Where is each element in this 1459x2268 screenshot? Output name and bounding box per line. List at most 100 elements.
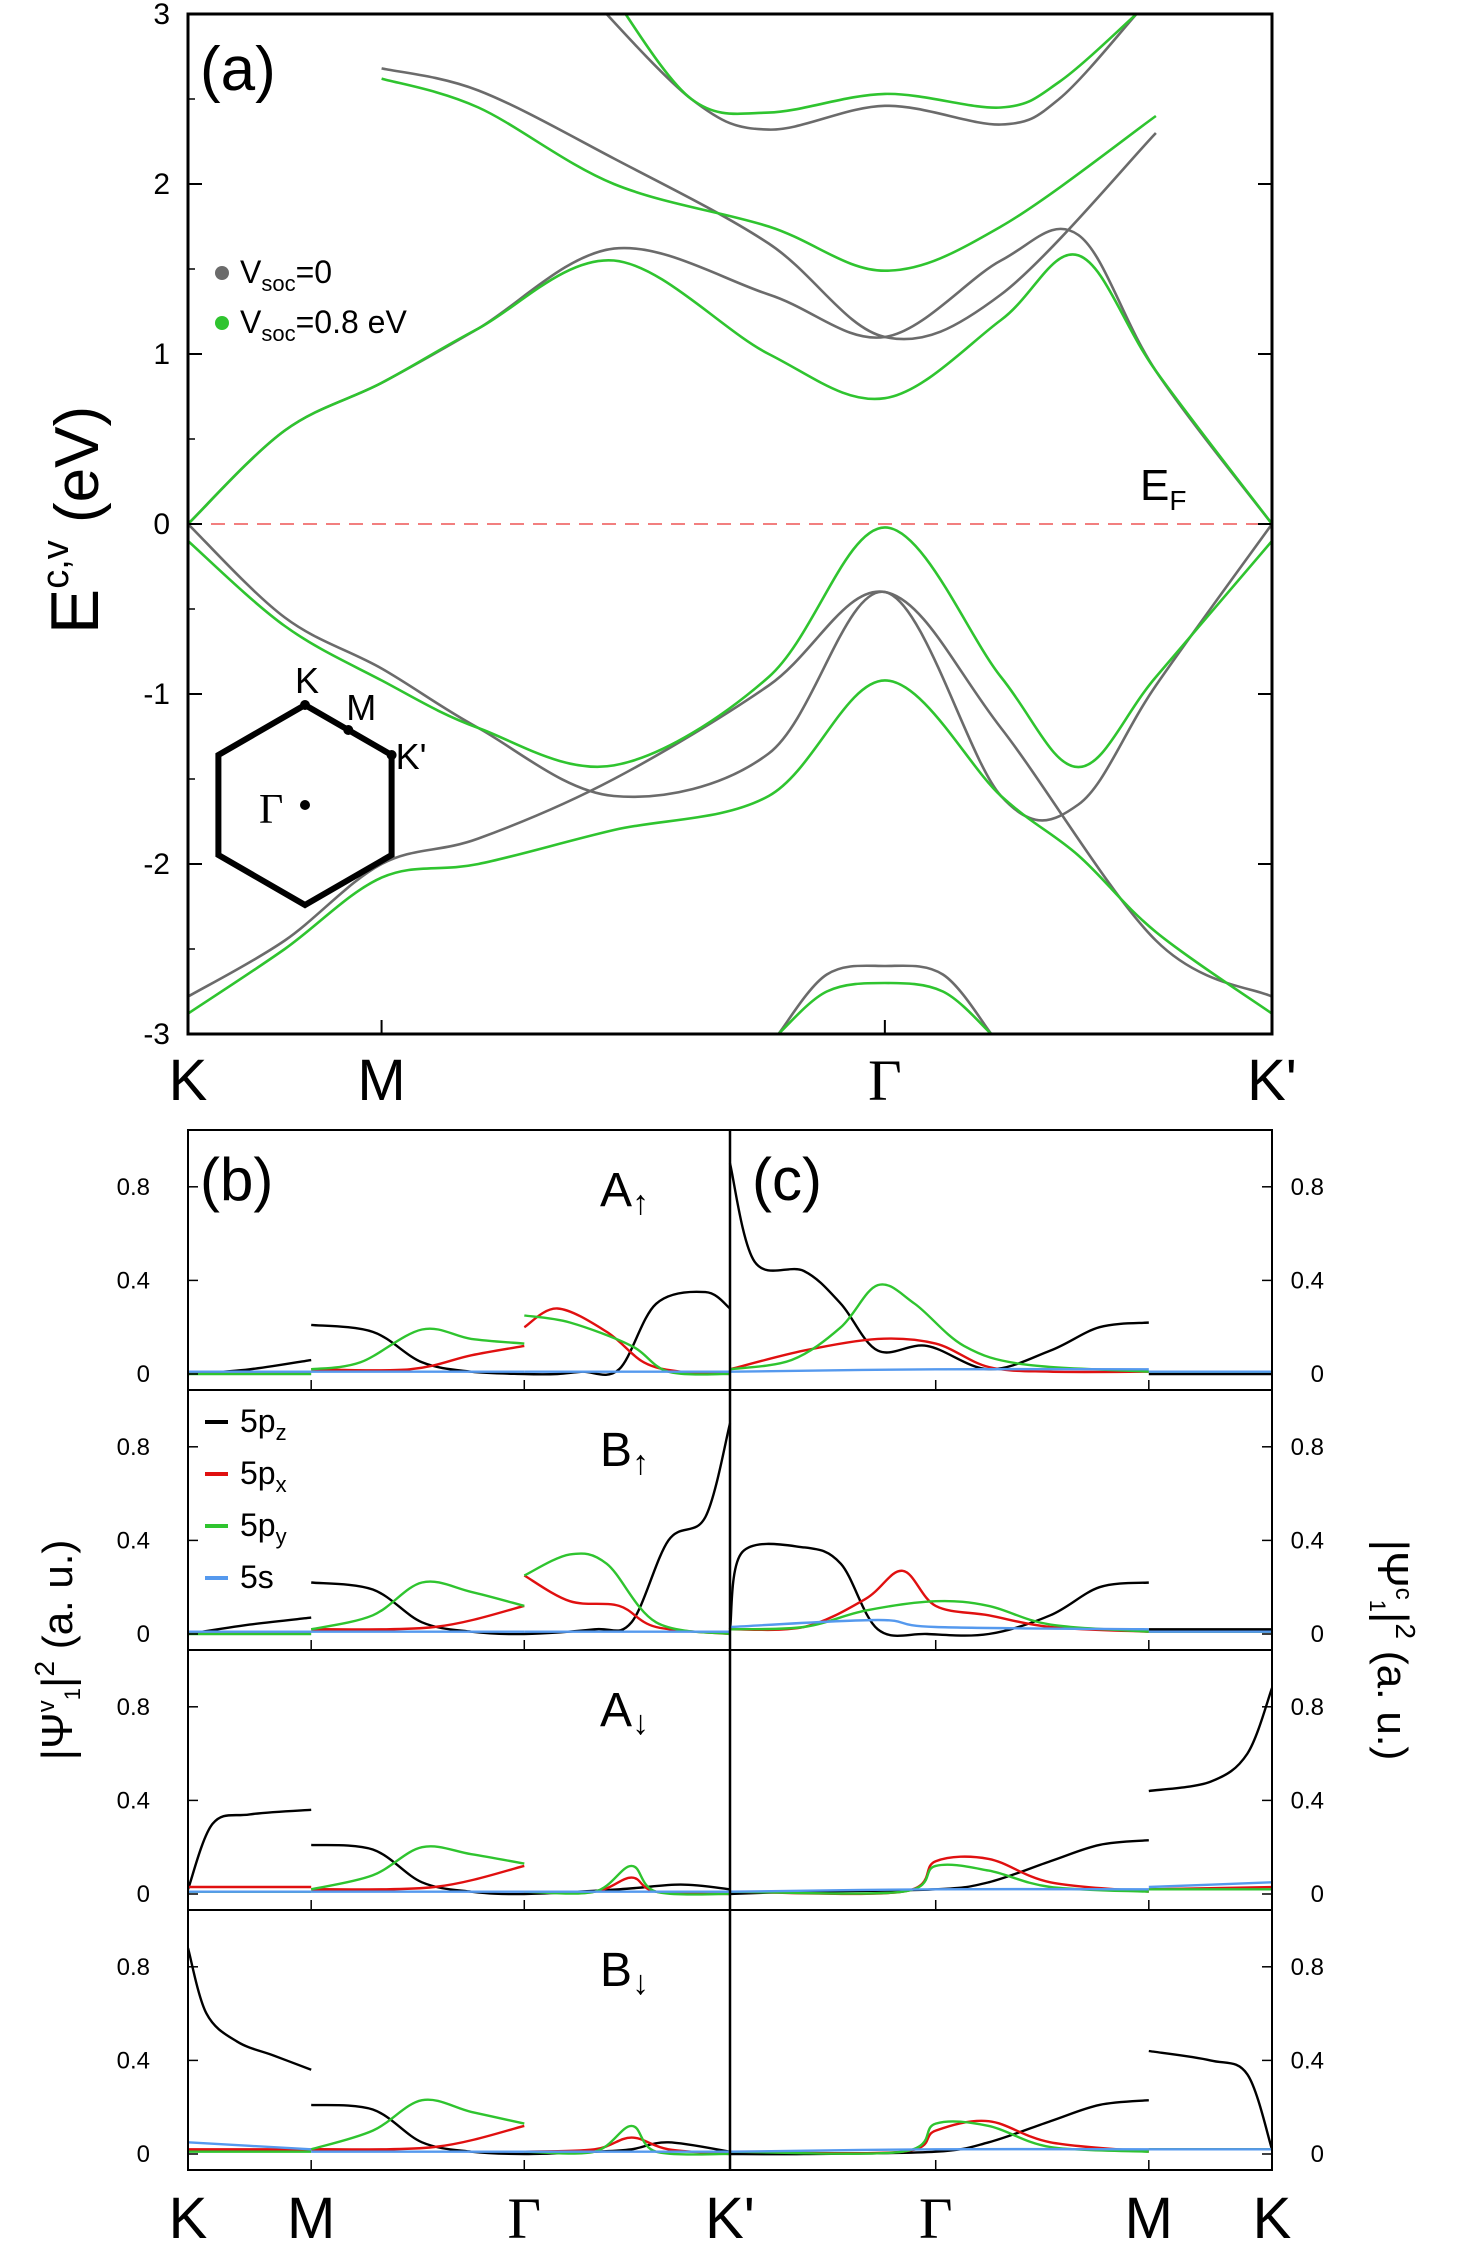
legend-orbital-label: 5pz [240,1403,287,1445]
legend-label-part: soc [261,271,295,296]
state-label-part: B [600,1944,632,1997]
y-tick-label-left: 0 [137,1881,150,1908]
state-label-part: ↑ [632,1184,649,1222]
x-tick-label: K' [1247,1048,1297,1113]
legend-orbital-label: 5px [240,1455,287,1497]
bz-gamma-point [300,800,310,810]
orbital-line [729,1863,1149,1895]
orbital-line [729,2147,1149,2153]
orbital-line [310,2098,525,2151]
legend-orbital-label-part: 5p [240,1403,276,1439]
y-axis-label-left-part: v [33,1700,60,1712]
orbital-line [311,1604,525,1631]
bz-label-k: K [295,660,319,701]
state-label-part: B [600,1424,632,1477]
orbital-lines [188,1163,1272,1377]
legend-orbital-label: 5py [240,1507,287,1549]
legend-label-part: soc [261,321,295,346]
band-line [188,679,1272,1015]
orbital-line [728,1542,1149,1637]
state-label: A↓ [600,1684,649,1742]
y-tick-label: 1 [153,338,170,371]
bz-label-m: M [346,687,376,728]
panel-label-a: (a) [200,35,276,104]
orbital-line [1148,1687,1272,1793]
y-axis-label-left-part: 1 [60,1688,85,1700]
y-axis-label-left-part: |Ψ [33,1712,82,1760]
orbital-line [311,1344,525,1372]
subpanel: 0 0 0.4 0.4 0.8 0.8 A↑ [117,1129,1324,1391]
legend-label: Vsoc=0.8 eV [240,304,407,346]
orbital-line [729,1283,1149,1373]
state-label-part: A [600,1684,632,1737]
bands [188,14,1272,1034]
bz-label-gamma: Γ [259,787,283,833]
band-line [188,526,1272,769]
state-label-part: ↓ [632,1704,649,1742]
y-axis-label-right-part: | [1368,1612,1417,1623]
bz-point [386,750,397,760]
state-label: B↑ [600,1424,649,1482]
y-axis-label-left-part: 2 [29,1661,60,1677]
band-line [623,14,1138,116]
bz-point [300,700,310,710]
y-tick-label: -1 [143,678,170,711]
band-line [188,253,1272,525]
orbital-line [188,1808,312,1890]
y-tick-label-left: 0 [137,1361,150,1388]
legend-orbital-label-part: z [276,1420,287,1445]
orbital-line [728,1163,1149,1371]
orbital-lines [188,1687,1272,1896]
state-label: A↑ [600,1164,649,1222]
orbital-line [311,1864,525,1891]
band-line [381,67,1157,341]
x-tick-label-bc: M [1125,2186,1173,2251]
orbital-line [310,1845,525,1891]
y-tick-label-right: 0 [1311,2141,1324,2168]
legend-orbital-label-part: 5p [240,1455,276,1491]
orbital-line [188,2141,312,2151]
y-axis-label-right-part: (a. u.) [1369,1639,1416,1760]
y-tick-label: 0 [153,508,170,541]
orbital-line [729,1618,1149,1631]
state-label-part: ↑ [632,1444,649,1482]
band-line [381,77,1157,273]
band-line [188,523,1272,822]
y-tick-label-left: 0.8 [117,1954,150,1981]
y-tick-label-left: 0.8 [117,1434,150,1461]
bz-label-kprime: K' [396,736,427,777]
orbital-line [729,1367,1149,1373]
y-tick-label-right: 0.8 [1291,1434,1324,1461]
orbital-line [524,2124,731,2156]
y-axis-label-right-part: 2 [1390,1623,1421,1639]
state-label-part: A [600,1164,632,1217]
orbital-line [311,1423,732,1636]
y-axis-label-a-part: (eV) [43,406,112,540]
x-tick-label-bc: Γ [508,2186,542,2251]
orbital-line [1148,2049,1272,2150]
legend-orbital-label-part: 5s [240,1559,274,1595]
x-tick-label-bc: M [287,2186,335,2251]
orbital-line [311,1290,731,1377]
x-tick-label: K [169,1048,208,1113]
orbital-line [729,1599,1149,1633]
y-tick-label-right: 0 [1311,1361,1324,1388]
x-tick-label-bc: K' [705,2186,755,2251]
fermi-label-part: F [1169,485,1186,516]
y-axis-label-right: |Ψc1|2 (a. u.) [1365,1540,1421,1761]
fermi-label: EF [1140,461,1186,516]
y-axis-label-a-part: c,v [35,540,77,589]
orbital-lines [188,1947,1272,2156]
y-tick-label-right: 0.4 [1291,1787,1324,1814]
y-axis-label-a-part: E [37,589,113,634]
panel-label-c: (c) [752,1146,822,1213]
x-tick-label: M [357,1048,405,1113]
y-axis-label-right-part: 1 [1365,1600,1390,1612]
bz-point [343,725,354,735]
y-tick-label-right: 0 [1311,1621,1324,1648]
y-tick-label-right: 0 [1311,1881,1324,1908]
y-tick-label-left: 0.4 [117,1527,150,1554]
y-axis-label-a: Ec,v (eV) [35,406,113,634]
subpanel: 0 0 0.4 0.4 0.8 0.8 B↑ [117,1389,1324,1651]
